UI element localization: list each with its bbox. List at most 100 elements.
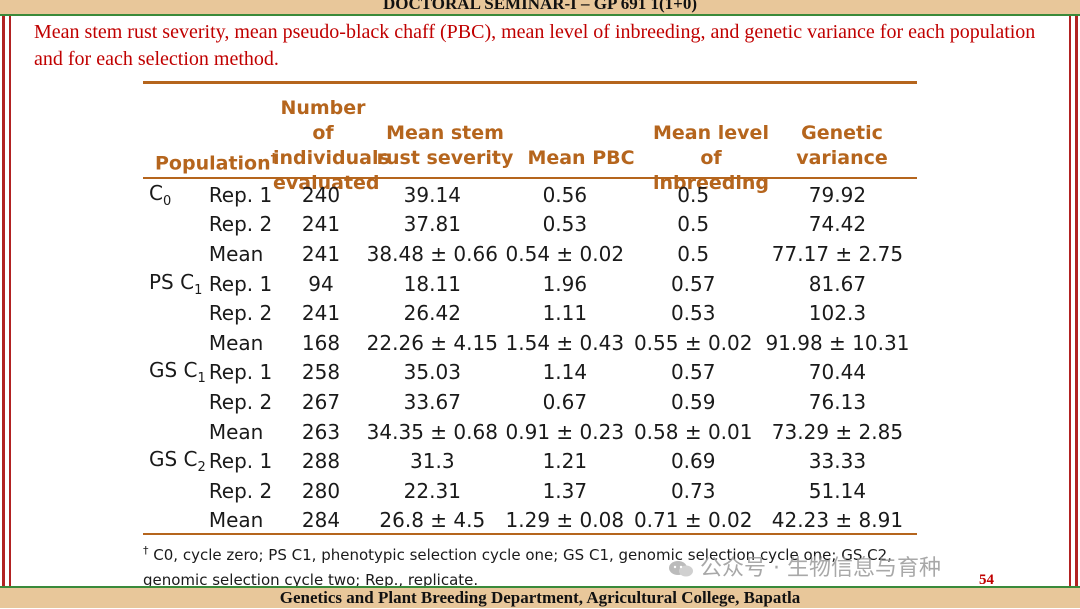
cell-individuals: 241 [301, 241, 341, 266]
cell-inbreeding: 0.53 [670, 301, 716, 326]
cell-individuals: 168 [301, 330, 341, 355]
cell-genetic-variance: 77.17 ± 2.75 [771, 241, 904, 266]
cell-stem-rust: 37.81 [403, 212, 461, 237]
col-header-pbc: Mean PBC [519, 146, 643, 171]
cell-genetic-variance: 42.23 ± 8.91 [771, 508, 904, 533]
cell-genetic-variance: 76.13 [808, 389, 867, 414]
table-row: Rep. 2 280 22.31 1.37 0.73 51.14 [143, 476, 917, 506]
cell-stem-rust: 18.11 [403, 271, 461, 296]
cell-population: GS C1 [143, 358, 209, 388]
col-header-genetic-variance-l2: variance [796, 147, 888, 169]
cell-replicate: Rep. 1 [208, 449, 273, 474]
cell-genetic-variance: 91.98 ± 10.31 [765, 330, 910, 355]
cell-inbreeding: 0.57 [670, 360, 716, 385]
slide-header-title: DOCTORAL SEMINAR-I – GP 691 1(1+0) [383, 0, 697, 13]
cell-replicate: Rep. 1 [208, 271, 273, 296]
col-header-genetic-variance: Genetic variance [767, 121, 917, 171]
footnote-text-1: C0, cycle zero; PS C1, phenotypic select… [153, 546, 892, 564]
table-row: Mean 263 34.35 ± 0.68 0.91 ± 0.23 0.58 ± 0.0… [143, 417, 917, 447]
cell-population [143, 506, 209, 536]
col-header-population: Population† [155, 146, 277, 176]
cell-replicate: Mean [208, 508, 264, 533]
col-header-inbreeding-l1: Mean level of [653, 122, 769, 169]
cell-genetic-variance: 51.14 [808, 478, 867, 503]
cell-individuals: 94 [308, 271, 334, 296]
col-header-stem-rust-l2: rust severity [376, 147, 514, 169]
cell-pbc: 1.21 [542, 449, 588, 474]
cell-population: C0 [143, 180, 209, 210]
slide-footer-title: Genetics and Plant Breeding Department, … [279, 588, 801, 607]
cell-population [143, 298, 209, 328]
col-header-genetic-variance-l1: Genetic [801, 122, 883, 144]
population-cycle: 1 [197, 371, 206, 387]
cell-inbreeding: 0.69 [670, 449, 716, 474]
cell-population [143, 476, 209, 506]
cell-replicate: Mean [208, 241, 264, 266]
cell-pbc: 0.53 [542, 212, 588, 237]
col-header-stem-rust-l1: Mean stem [386, 122, 504, 144]
cell-population [143, 417, 209, 447]
cell-inbreeding: 0.5 [677, 182, 710, 207]
col-header-population-label: Population [155, 152, 271, 175]
cell-individuals: 263 [301, 419, 341, 444]
col-header-stem-rust: Mean stem rust severity [375, 121, 515, 171]
population-cycle: 1 [194, 282, 203, 298]
table-top-rule [143, 81, 917, 84]
cell-population: GS C2 [143, 446, 209, 476]
cell-stem-rust: 39.14 [403, 182, 461, 207]
cell-stem-rust: 34.35 ± 0.68 [366, 419, 498, 444]
cell-pbc: 1.96 [542, 271, 588, 296]
population-cycle: 2 [197, 460, 206, 476]
col-header-individuals-l2: individuals [273, 147, 390, 169]
cell-inbreeding: 0.73 [670, 478, 716, 503]
cell-pbc: 1.14 [542, 360, 588, 385]
header-bar [0, 0, 1080, 14]
table-body: C0 Rep. 1 240 39.14 0.56 0.5 79.92 Rep. 2 241 37.… [143, 180, 917, 535]
header-divider [0, 14, 1080, 16]
cell-genetic-variance: 79.92 [808, 182, 867, 207]
cell-replicate: Mean [208, 419, 264, 444]
slide-heading: Mean stem rust severity, mean pseudo-bla… [34, 21, 1036, 70]
population-name: GS C [149, 358, 198, 383]
table-row: C0 Rep. 1 240 39.14 0.56 0.5 79.92 [143, 180, 917, 210]
cell-genetic-variance: 81.67 [808, 271, 867, 296]
cell-pbc: 0.56 [542, 182, 588, 207]
cell-individuals: 288 [301, 449, 341, 474]
table-row: GS C2 Rep. 1 288 31.3 1.21 0.69 33.33 [143, 446, 917, 476]
cell-inbreeding: 0.58 ± 0.01 [633, 419, 753, 444]
population-name: PS C [149, 269, 195, 294]
cell-inbreeding: 0.55 ± 0.02 [633, 330, 753, 355]
cell-pbc: 0.67 [542, 389, 588, 414]
cell-population: PS C1 [143, 269, 209, 299]
cell-pbc: 1.54 ± 0.43 [505, 330, 625, 355]
cell-individuals: 241 [301, 301, 341, 326]
page-number: 54 [979, 572, 994, 588]
cell-inbreeding: 0.71 ± 0.02 [633, 508, 753, 533]
cell-individuals: 258 [301, 360, 341, 385]
cell-replicate: Rep. 2 [208, 212, 273, 237]
cell-stem-rust: 33.67 [403, 389, 461, 414]
table-row: Rep. 2 267 33.67 0.67 0.59 76.13 [143, 387, 917, 417]
table-bottom-rule [143, 533, 917, 535]
cell-stem-rust: 31.3 [410, 449, 455, 474]
cell-genetic-variance: 70.44 [808, 360, 867, 385]
cell-stem-rust: 38.48 ± 0.66 [366, 241, 498, 266]
cell-pbc: 1.11 [542, 301, 588, 326]
cell-genetic-variance: 33.33 [808, 449, 867, 474]
table-row: Mean 168 22.26 ± 4.15 1.54 ± 0.43 0.55 ± 0.0… [143, 328, 917, 358]
cell-pbc: 1.37 [542, 478, 588, 503]
cell-pbc: 0.91 ± 0.23 [505, 419, 625, 444]
col-header-pbc-label: Mean PBC [527, 147, 635, 169]
cell-population [143, 210, 209, 240]
wechat-icon [669, 561, 693, 577]
col-header-individuals-l1: Number of [280, 97, 366, 144]
population-footnote-mark: † [270, 151, 277, 165]
cell-replicate: Rep. 1 [208, 360, 273, 385]
cell-genetic-variance: 73.29 ± 2.85 [771, 419, 904, 444]
cell-population [143, 387, 209, 417]
cell-stem-rust: 22.31 [403, 478, 461, 503]
cell-inbreeding: 0.5 [677, 212, 710, 237]
cell-stem-rust: 35.03 [403, 360, 461, 385]
cell-replicate: Rep. 2 [208, 301, 273, 326]
population-name: GS C [149, 447, 198, 472]
